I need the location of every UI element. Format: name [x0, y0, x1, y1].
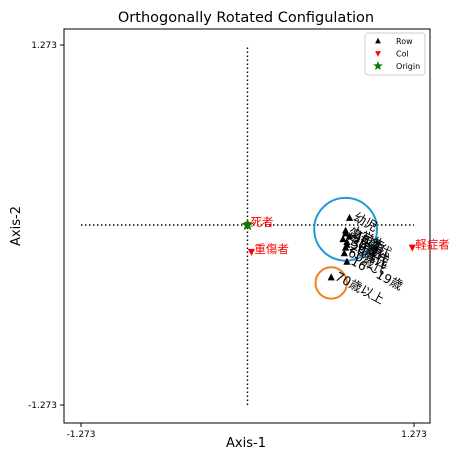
legend-marker-col — [375, 51, 381, 57]
row-point-2 — [339, 235, 347, 243]
legend-label-2: Origin — [396, 62, 420, 71]
row-point-9 — [343, 257, 351, 265]
x-tick-label-0: -1.273 — [66, 430, 95, 440]
x-axis-label: Axis-1 — [226, 436, 266, 451]
legend: Row Col Origin — [364, 32, 426, 76]
legend-label-1: Col — [396, 50, 409, 59]
origin-point — [241, 218, 254, 231]
row-point-7 — [343, 240, 351, 248]
axis-ticks: -1.273 1.273 1.273 -1.273 — [28, 41, 427, 440]
data-labels: 幼児小学生中学生高校生20歳代30歳代40歳代50歳代60歳代16～19歳70歳… — [251, 209, 450, 307]
col-label-1: 重傷者 — [254, 242, 289, 256]
row-point-3 — [341, 229, 350, 237]
x-tick-label-1: 1.273 — [401, 430, 427, 440]
row-point-0 — [345, 213, 354, 221]
y-tick-label-0: 1.273 — [31, 41, 57, 51]
col-point-2 — [408, 244, 416, 252]
legend-marker-origin — [373, 61, 383, 70]
row-point-10 — [327, 273, 335, 281]
row-point-6 — [345, 232, 354, 240]
col-label-2: 軽症者 — [415, 238, 450, 252]
y-axis-label: Axis-2 — [9, 206, 24, 246]
col-point-1 — [247, 248, 256, 256]
cluster-circle-1 — [314, 266, 348, 300]
chart-title: Orthogonally Rotated Configulation — [118, 10, 374, 26]
col-label-0: 死者 — [251, 215, 274, 229]
legend-label-0: Row — [396, 37, 413, 46]
data-points — [241, 213, 416, 281]
y-tick-label-1: -1.273 — [28, 401, 57, 411]
row-point-8 — [340, 249, 348, 257]
legend-marker-row — [375, 37, 381, 44]
